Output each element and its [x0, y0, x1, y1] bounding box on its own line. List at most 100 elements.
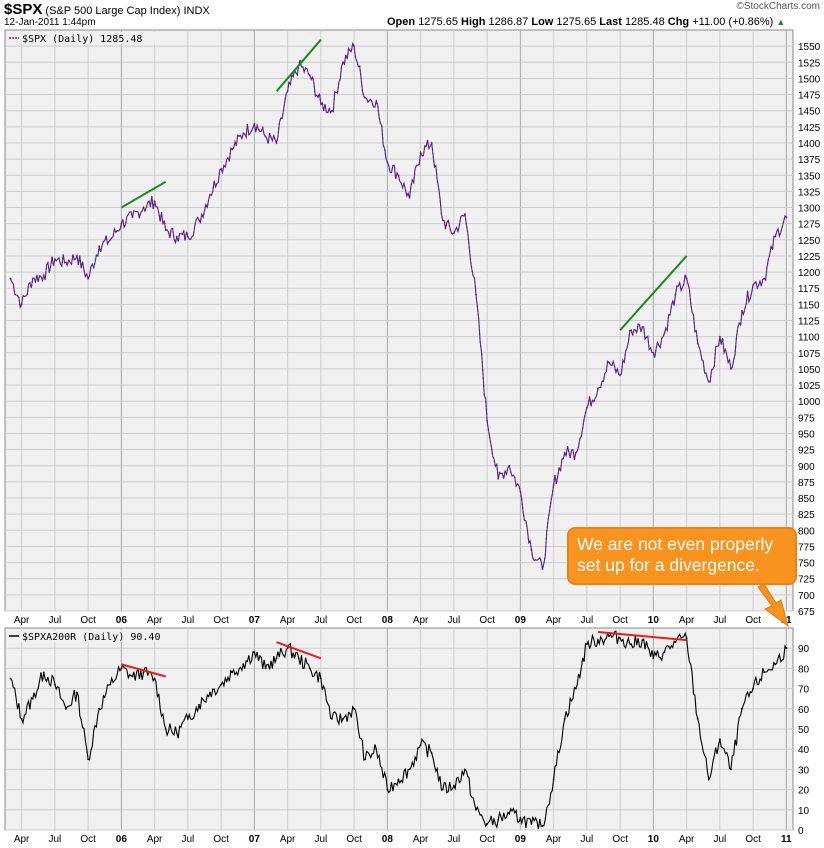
price-data-point [508, 464, 511, 467]
price-y-tick-label: 1250 [798, 236, 821, 247]
price-data-point [386, 161, 389, 164]
breadth-x-tick-label: 07 [249, 834, 261, 845]
breadth-panel: 0 10 20 30 40 50 60 70 80 90 Apr Jul Oct 06 Apr Jul Oct 0… [4, 627, 810, 845]
breadth-data-point [674, 641, 677, 643]
brand-logo: ©StockCharts.com [736, 1, 820, 12]
price-y-tick-label: 1350 [798, 171, 821, 182]
breadth-y-tick-label: 30 [798, 765, 810, 776]
breadth-data-point [719, 738, 721, 740]
breadth-data-point [153, 677, 156, 680]
breadth-data-point [597, 639, 599, 641]
price-y-tick-label: 1500 [798, 74, 821, 85]
price-data-point [331, 109, 333, 112]
price-y-tick-label: 1075 [798, 349, 821, 360]
breadth-data-point [209, 691, 211, 694]
breadth-data-point [563, 718, 566, 720]
breadth-data-point [65, 707, 67, 710]
breadth-data-point [87, 758, 89, 761]
breadth-data-point [430, 752, 433, 755]
price-x-tick-label: Apr [413, 615, 429, 626]
breadth-y-tick-label: 10 [798, 806, 810, 817]
price-y-tick-label: 1300 [798, 204, 821, 215]
breadth-data-point [652, 657, 655, 660]
price-data-point [20, 303, 23, 306]
callout-line-2: set up for a divergence. [577, 555, 760, 575]
price-y-tick-label: 875 [798, 478, 815, 489]
price-data-point [209, 193, 211, 196]
price-data-point [220, 167, 223, 170]
callout-arrow [757, 583, 789, 628]
breadth-data-point [453, 784, 455, 787]
breadth-data-point [42, 671, 45, 674]
price-data-point [98, 245, 101, 248]
price-x-tick-label: Oct [612, 615, 628, 626]
breadth-x-tick-label: Apr [413, 834, 429, 845]
last-label: Last [599, 16, 622, 28]
price-data-point [308, 74, 311, 77]
breadth-data-point [375, 748, 378, 751]
breadth-x-tick-label: Oct [80, 834, 96, 845]
price-data-point [198, 219, 200, 222]
price-x-tick-label: Apr [147, 615, 163, 626]
breadth-data-point [198, 703, 200, 706]
low-label: Low [531, 16, 554, 28]
breadth-x-tick-label: Oct [479, 834, 495, 845]
price-data-point [741, 309, 743, 312]
price-data-point [774, 235, 777, 238]
price-y-tick-label: 1325 [798, 187, 821, 198]
breadth-data-point [386, 788, 389, 791]
symbol: $SPX [4, 1, 43, 18]
breadth-data-point [541, 825, 544, 827]
breadth-data-point [441, 788, 444, 791]
price-data-point [364, 96, 367, 99]
price-data-point [164, 229, 167, 232]
breadth-data-point [586, 643, 588, 646]
exchange: INDX [183, 5, 210, 17]
price-y-tick-label: 800 [798, 526, 815, 537]
breadth-data-point [187, 718, 189, 720]
price-data-point [685, 277, 688, 280]
price-data-point [530, 548, 533, 551]
breadth-data-point [353, 707, 355, 710]
price-data-point [696, 342, 699, 344]
price-y-tick-label: 850 [798, 494, 815, 505]
price-y-tick-label: 1400 [798, 139, 821, 150]
price-x-tick-label: Jul [181, 615, 194, 626]
breadth-data-point [275, 657, 278, 660]
price-legend-bg [7, 32, 167, 44]
price-y-tick-label: 750 [798, 559, 815, 570]
price-data-point [275, 142, 278, 144]
breadth-x-tick-label: Apr [679, 834, 695, 845]
price-data-point [153, 200, 156, 203]
breadth-data-point [364, 758, 367, 761]
chg-value: +11.00 (+0.86%) [692, 16, 774, 28]
chart-header: $SPX (S&P 500 Large Cap Index) INDX [4, 1, 210, 18]
breadth-data-point [242, 663, 245, 666]
breadth-y-tick-label: 0 [798, 826, 804, 837]
breadth-x-tick-label: 09 [515, 834, 527, 845]
price-data-point [552, 484, 555, 486]
breadth-data-point [574, 687, 577, 690]
price-data-point [563, 451, 566, 454]
price-y-tick-label: 1450 [798, 107, 821, 118]
price-x-tick-label: Jul [713, 615, 726, 626]
price-y-tick-label: 1150 [798, 300, 820, 311]
breadth-data-point [464, 768, 466, 771]
breadth-data-point [475, 808, 477, 811]
price-y-tick-label: 1000 [798, 397, 821, 408]
breadth-data-point [76, 691, 78, 694]
breadth-x-tick-label: Jul [48, 834, 61, 845]
breadth-x-tick-label: 10 [648, 834, 660, 845]
price-y-tick-label: 975 [798, 413, 815, 424]
breadth-data-point [696, 718, 699, 720]
price-panel: 675 700 725 750 775 800 825 850 875 900 925 950 975 1… [4, 29, 821, 626]
price-y-tick-label: 775 [798, 542, 815, 553]
breadth-data-point [519, 817, 522, 819]
price-trendline [275, 39, 322, 92]
breadth-data-point [663, 651, 666, 654]
price-x-tick-label: Apr [546, 615, 562, 626]
price-data-point [519, 490, 522, 493]
breadth-data-point [9, 677, 12, 680]
price-y-tick-label: 1050 [798, 365, 821, 376]
price-x-tick-label: Apr [280, 615, 296, 626]
